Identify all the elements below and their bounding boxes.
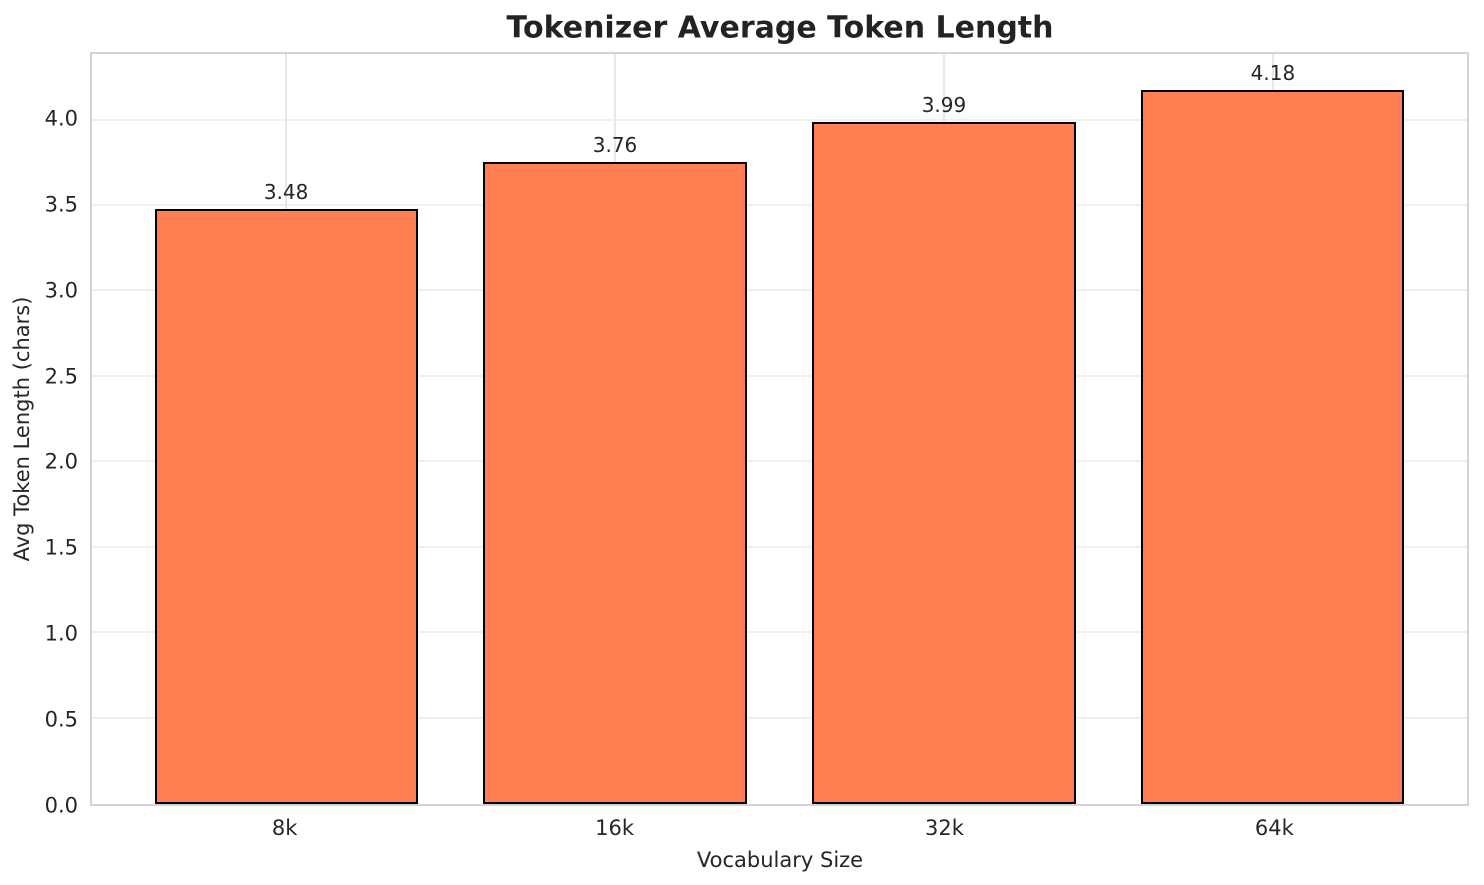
y-tick-label: 1.5: [44, 535, 78, 560]
chart-title: Tokenizer Average Token Length: [506, 10, 1054, 46]
y-tick-label: 1.0: [44, 621, 78, 646]
y-tick-label: 0.0: [44, 793, 78, 818]
h-gridline: [92, 716, 1467, 719]
bar-value-label: 3.76: [592, 132, 638, 157]
x-axis-label: Vocabulary Size: [696, 848, 864, 872]
y-tick-label: 2.5: [44, 364, 78, 389]
y-axis-label: Avg Token Length (chars): [10, 296, 34, 562]
h-gridline: [92, 374, 1467, 377]
y-axis-ticks: 0.0 0.5 1.0 1.5 2.0 2.5 3.0 3.5 4.0: [0, 52, 80, 816]
bar-8k: [154, 209, 418, 804]
h-gridline: [92, 118, 1467, 121]
y-tick-label: 3.5: [44, 192, 78, 217]
plot-area: 3.48 3.76 3.99 4.18: [90, 52, 1469, 806]
h-gridline: [92, 631, 1467, 634]
bar-64k: [1141, 89, 1405, 804]
y-tick-label: 0.5: [44, 707, 78, 732]
bar-32k: [812, 122, 1076, 804]
x-axis-ticks: 8k 16k 32k 64k: [90, 818, 1469, 844]
bar-16k: [483, 161, 747, 804]
x-tick-label-16k: 16k: [595, 816, 634, 840]
bar-value-label: 3.48: [263, 180, 309, 205]
bar-value-label: 3.99: [921, 93, 967, 118]
h-gridline: [92, 545, 1467, 548]
bar-value-label: 4.18: [1250, 60, 1296, 85]
x-tick-label-32k: 32k: [924, 816, 964, 840]
h-gridline: [92, 460, 1467, 463]
y-tick-label: 2.0: [44, 449, 78, 474]
y-tick-label: 4.0: [44, 106, 78, 131]
h-gridline: [92, 204, 1467, 207]
x-tick-label-64k: 64k: [1254, 816, 1294, 840]
x-tick-label-8k: 8k: [271, 816, 298, 840]
y-tick-label: 3.0: [44, 278, 78, 303]
h-gridline: [92, 289, 1467, 292]
